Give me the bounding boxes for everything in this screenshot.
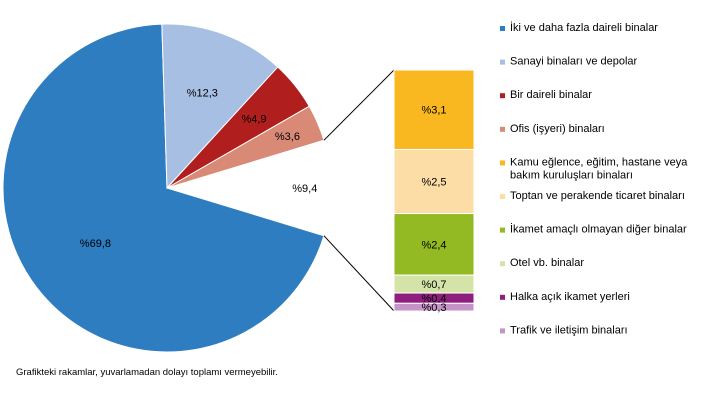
legend-swatch-otel-vb-binalar [500,261,505,267]
bar-label-trafik-ve-iletisim-binalari: %0,3 [421,302,446,314]
pie-label-other: %9,4 [292,183,317,195]
bar-segment-trafik-ve-iletisim-binalari [393,302,475,312]
pie-label-iki-ve-daha-fazla-daireli-binalar: %69,8 [80,238,111,250]
bar-label-kamu-eglence-egitim-hastane-veya-bakim-kuruluslari-binalari: %3,1 [421,105,446,117]
breakdown-bar: %3,1 %2,5 %2,4 %0,7 %0,4%0,3 [393,69,475,314]
legend-swatch-ikamet-amacli-olmayan-diger-binalar [500,227,505,233]
legend-swatch-ofis-isyeri-binalari [500,126,505,132]
legend-label-kamu-eglence-egitim-hastane-veya-bakim-kuruluslari-binalari-line-2: bakım kuruluşları binaları [510,169,633,181]
legend-label-otel-vb-binalar: Otel vb. binalar [510,257,584,269]
pie-chart: %69,8 %12,3 %4,9 %3,6 %9,4 [2,23,325,353]
legend-label-sanayi-binalari-ve-depolar: Sanayi binaları ve depolar [510,56,638,68]
legend-swatch-halka-acik-ikamet-yerleri [500,294,505,300]
legend-swatch-sanayi-binalari-ve-depolar [500,59,505,65]
legend-swatch-toptan-ve-perakende-ticaret-binalari [500,194,505,199]
legend-label-toptan-ve-perakende-ticaret-binalari: Toptan ve perakende ticaret binaları [510,190,685,202]
legend-swatch-kamu-eglence-egitim-hastane-veya-bakim-kuruluslari-binalari [500,160,505,166]
pie-slice-sanayi-binalari-ve-depolar [161,23,279,190]
pie-label-sanayi-binalari-ve-depolar: %12,3 [187,88,218,100]
pie-label-ofis-isyeri-binalari: %3,6 [275,131,300,143]
legend-swatch-iki-ve-daha-fazla-daireli-binalar [500,26,505,31]
legend-swatch-bir-daireli-binalar [500,93,505,99]
footnote: Grafikteki rakamlar, yuvarlamadan dolayı… [16,367,278,378]
connector-line-top [323,69,395,141]
legend-swatch-trafik-ve-iletisim-binalari [500,328,505,334]
bar-label-halka-acik-ikamet-yerleri: %0,4 [421,293,446,305]
legend-label-trafik-ve-iletisim-binalari: Trafik ve iletişim binaları [510,324,628,336]
pie-label-bir-daireli-binalar: %4,9 [241,113,266,125]
legend-label-ofis-isyeri-binalari: Ofis (işyeri) binaları [510,123,605,135]
bar-segment-toptan-ve-perakende-ticaret-binalari [393,148,475,215]
legend-label-bir-daireli-binalar: Bir daireli binalar [510,89,592,101]
legend-label-halka-acik-ikamet-yerleri: Halka açık ikamet yerleri [510,291,630,303]
legend-label-iki-ve-daha-fazla-daireli-binalar: İki ve daha fazla daireli binalar [510,21,658,34]
bar-label-toptan-ve-perakende-ticaret-binalari: %2,5 [421,177,446,189]
connector-line-bottom [323,235,395,312]
legend-label-ikamet-amacli-olmayan-diger-binalar: İkamet amaçlı olmayan diğer binalar [510,223,687,236]
bar-label-ikamet-amacli-olmayan-diger-binalar: %2,4 [421,239,446,251]
connector-lines [323,69,395,312]
legend: İki ve daha fazla daireli binalar Sanayi … [500,21,688,336]
pie-slice-iki-ve-daha-fazla-daireli-binalar [2,23,325,353]
legend-label-kamu-eglence-egitim-hastane-veya-bakim-kuruluslari-binalari: Kamu eğlence, eğitim, hastane veya [510,156,688,168]
bar-label-otel-vb-binalar: %0,7 [421,279,446,291]
bar-segment-kamu-eglence-egitim-hastane-veya-bakim-kuruluslari-binalari [393,69,475,150]
